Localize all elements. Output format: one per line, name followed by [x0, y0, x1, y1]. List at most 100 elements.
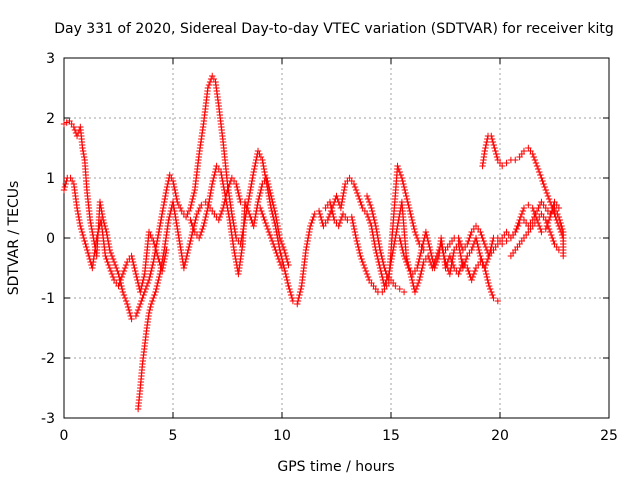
- data-point: [231, 249, 238, 257]
- data-point: [482, 270, 490, 278]
- data-point: [446, 270, 454, 278]
- data-point: [158, 213, 165, 221]
- data-point: [107, 267, 115, 275]
- data-point: [264, 177, 271, 185]
- data-point: [187, 201, 195, 209]
- data-point: [375, 240, 383, 248]
- data-point: [219, 180, 227, 188]
- data-point: [140, 273, 148, 281]
- data-point: [112, 261, 119, 269]
- data-point: [193, 210, 201, 218]
- data-point: [126, 309, 134, 317]
- data-point: [231, 252, 239, 260]
- data-point: [516, 219, 523, 227]
- data-point: [70, 123, 78, 131]
- data-point: [77, 222, 84, 230]
- data-point: [134, 306, 142, 314]
- data-point: [259, 210, 266, 218]
- data-point: [147, 270, 154, 278]
- data-point: [338, 198, 346, 206]
- data-point: [333, 192, 340, 200]
- data-point: [350, 180, 358, 188]
- data-point: [131, 264, 138, 272]
- data-point: [276, 258, 284, 266]
- data-point: [477, 228, 484, 236]
- data-point: [551, 210, 558, 218]
- data-point: [542, 186, 549, 194]
- data-point: [428, 252, 435, 260]
- data-point: [151, 240, 158, 248]
- y-tick-labels: -3 -2 -1 0 1 2 3: [41, 51, 55, 427]
- data-point: [446, 252, 454, 260]
- data-point: [137, 300, 144, 308]
- y-tick-label: 2: [46, 111, 55, 127]
- data-point: [170, 180, 177, 188]
- data-point: [498, 240, 506, 248]
- data-point: [488, 240, 496, 248]
- data-point: [271, 243, 278, 251]
- data-point: [457, 252, 464, 260]
- data-point: [371, 216, 378, 224]
- data-point: [477, 252, 484, 260]
- data-point: [173, 195, 180, 203]
- data-point: [146, 273, 153, 281]
- data-point: [121, 264, 129, 272]
- data-point: [278, 264, 286, 272]
- data-point: [464, 240, 471, 248]
- data-point: [116, 279, 123, 287]
- data-point: [224, 204, 231, 212]
- data-point: [364, 273, 372, 281]
- data-point: [266, 231, 274, 239]
- data-point: [409, 219, 416, 227]
- data-point: [337, 216, 345, 224]
- data-point: [210, 174, 217, 182]
- data-point: [456, 267, 463, 275]
- data-point: [267, 189, 274, 197]
- data-point: [352, 234, 360, 242]
- data-point: [366, 198, 373, 206]
- data-point: [249, 171, 257, 179]
- data-point: [478, 231, 485, 239]
- data-point: [556, 225, 564, 233]
- data-point: [374, 234, 382, 242]
- data-point: [245, 207, 252, 215]
- data-point: [150, 237, 157, 245]
- data-point: [61, 183, 69, 191]
- data-point: [399, 246, 406, 254]
- data-point: [296, 291, 303, 299]
- data-point: [218, 207, 226, 215]
- data-point: [128, 315, 135, 323]
- data-point: [484, 276, 491, 284]
- data-point: [472, 234, 480, 242]
- data-point: [177, 204, 184, 212]
- data-point: [417, 270, 424, 278]
- data-point: [548, 231, 555, 239]
- data-point: [243, 204, 251, 212]
- data-point: [224, 207, 232, 215]
- data-point: [549, 234, 556, 242]
- data-point: [479, 234, 486, 242]
- data-point: [252, 213, 259, 221]
- data-point: [433, 258, 440, 266]
- data-point: [171, 183, 178, 191]
- data-point: [281, 249, 289, 257]
- data-point: [397, 237, 404, 245]
- data-point: [205, 198, 213, 206]
- data-point: [447, 267, 454, 275]
- data-point: [303, 243, 310, 251]
- data-point: [115, 282, 122, 290]
- data-point: [63, 119, 70, 126]
- data-point: [351, 225, 358, 233]
- data-point: [415, 258, 422, 266]
- data-point: [150, 294, 157, 302]
- data-point: [532, 210, 539, 218]
- data-point: [305, 231, 312, 239]
- data-point: [328, 204, 335, 212]
- data-point: [379, 255, 386, 263]
- x-tick-label: 5: [169, 428, 178, 444]
- data-point: [404, 261, 411, 269]
- data-point: [379, 273, 386, 281]
- data-point: [555, 246, 563, 254]
- data-point: [187, 234, 195, 242]
